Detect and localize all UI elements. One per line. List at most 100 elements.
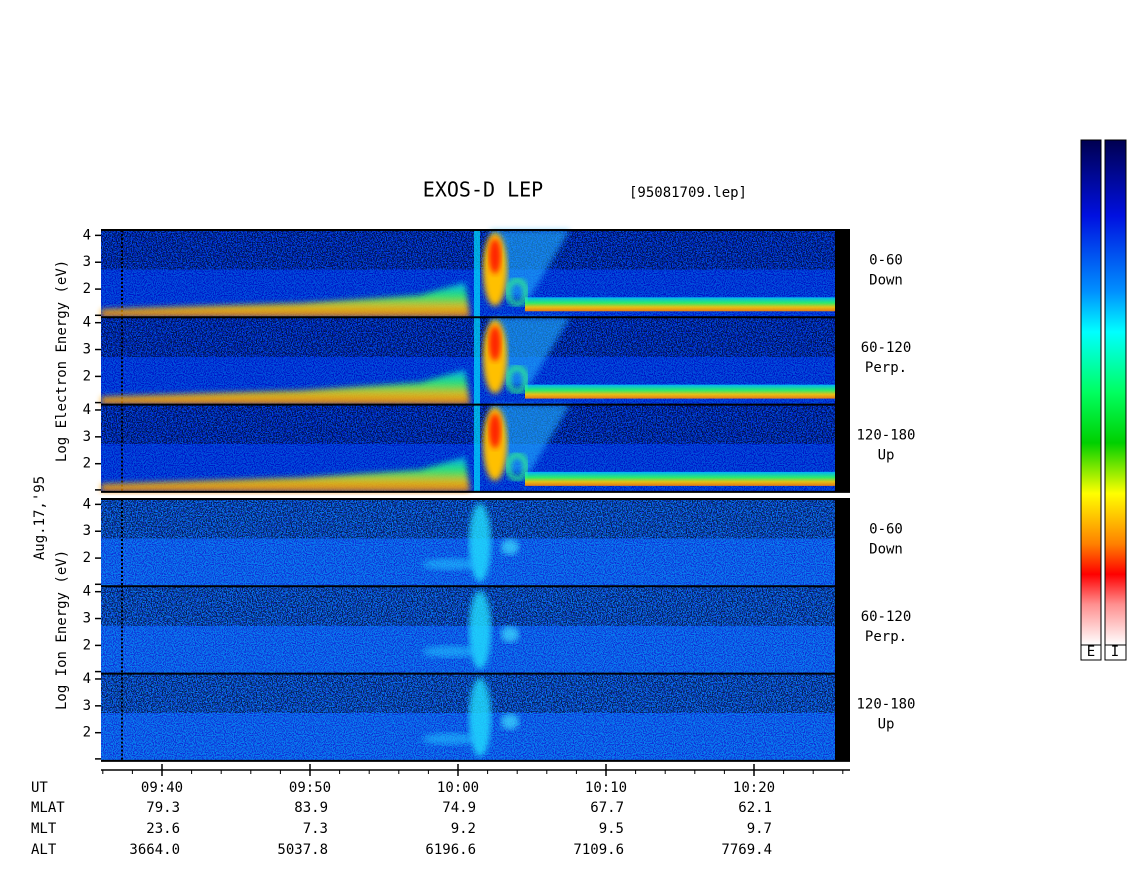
y-axis-label: Log Ion Energy (eV): [54, 550, 70, 710]
spectrogram-band: [525, 297, 835, 312]
y-tick-label: 3: [83, 254, 91, 270]
spectrogram-burst: [469, 590, 491, 670]
ephemeris-value: 7109.6: [573, 842, 624, 858]
spectrogram-dropouts: [101, 404, 835, 444]
spectrogram-stripe: [474, 230, 480, 318]
spectrogram-stripe: [474, 404, 480, 492]
panel-direction-label: Up: [878, 716, 895, 732]
spectrogram-burst: [469, 677, 491, 757]
y-tick-label: 2: [83, 637, 91, 653]
spectrogram-dropouts: [101, 673, 835, 713]
spectrogram-low-energy: [101, 456, 470, 492]
spectrogram-burst-ring: [506, 365, 528, 394]
colorbar-electron: [1080, 139, 1102, 646]
y-tick-label: 2: [83, 550, 91, 566]
spectrogram-band: [525, 471, 835, 486]
panel-direction-label: Perp.: [865, 629, 907, 645]
row-label: MLT: [31, 821, 57, 837]
ephemeris-value: 9.2: [451, 821, 476, 837]
row-label: UT: [31, 780, 48, 796]
ephemeris-value: 67.7: [590, 800, 624, 816]
y-tick-label: 2: [83, 281, 91, 297]
file-name: [95081709.lep]: [629, 185, 747, 201]
data-gap: [835, 673, 850, 761]
y-tick-label: 2: [83, 725, 91, 741]
spectrogram-dropouts: [101, 230, 835, 270]
ephemeris-value: 23.6: [146, 821, 180, 837]
spectrogram-burst-core: [489, 326, 501, 361]
spectrogram-burst-arm: [501, 539, 519, 556]
spectrogram-burst-arm: [501, 713, 519, 730]
y-tick-label: 4: [83, 496, 91, 512]
ephemeris-value: 79.3: [146, 800, 180, 816]
data-gap: [835, 499, 850, 587]
panel-direction-label: Up: [878, 447, 895, 463]
x-tick-label: 10:20: [733, 780, 775, 796]
x-tick-label: 10:00: [437, 780, 479, 796]
spectrogram-dispersion: [490, 404, 570, 472]
spectrogram-burst: [469, 503, 491, 582]
ephemeris-value: 74.9: [442, 800, 476, 816]
y-tick-label: 4: [83, 671, 91, 687]
y-tick-label: 4: [83, 584, 91, 600]
spectrogram-burst-core: [489, 413, 501, 449]
spectrogram-burst-arm: [422, 645, 478, 658]
colorbar: E I: [1080, 139, 1127, 661]
ephemeris-value: 7.3: [303, 821, 328, 837]
ephemeris-value: 3664.0: [129, 842, 180, 858]
y-tick-label: 3: [83, 429, 91, 445]
panel-direction-label: Perp.: [865, 360, 907, 376]
data-gap: [835, 586, 850, 674]
spectrogram-dispersion: [490, 230, 570, 298]
spectrogram-low-energy: [101, 369, 470, 405]
x-tick-label: 09:40: [141, 780, 183, 796]
y-tick-label: 3: [83, 342, 91, 358]
x-tick-label: 10:10: [585, 780, 627, 796]
row-label: ALT: [31, 842, 57, 858]
ephemeris-value: 83.9: [294, 800, 328, 816]
ephemeris-value: 7769.4: [721, 842, 772, 858]
spectrogram-dropouts: [101, 586, 835, 626]
panel-angle-label: 0-60: [869, 522, 903, 538]
spectrogram-burst-arm: [422, 558, 478, 571]
colorbar-box: [1104, 644, 1127, 661]
panel-angle-label: 120-180: [856, 427, 915, 443]
ephemeris-value: 6196.6: [425, 842, 476, 858]
y-tick-label: 4: [83, 315, 91, 331]
ephemeris-value: 5037.8: [277, 842, 328, 858]
y-tick-label: 3: [83, 698, 91, 714]
spectrogram-area: Log Electron Energy (eV) 2 3 4 0-60 Down 2 3 4 60…: [54, 227, 916, 762]
chart-title: EXOS-D LEP: [423, 178, 543, 202]
panel-angle-label: 60-120: [861, 340, 912, 356]
colorbar-ion: [1104, 139, 1127, 646]
ephemeris-value: 62.1: [738, 800, 772, 816]
spectrogram-burst-arm: [501, 626, 519, 643]
panel-direction-label: Down: [869, 542, 903, 558]
y-tick-label: 2: [83, 368, 91, 384]
panel-direction-label: Down: [869, 273, 903, 289]
ephemeris-value: 9.5: [599, 821, 624, 837]
spectrogram-dropouts: [101, 499, 835, 539]
y-tick-label: 4: [83, 402, 91, 418]
data-gap: [835, 404, 850, 492]
data-gap: [835, 230, 850, 318]
y-tick-label: 4: [83, 227, 91, 243]
spectrogram-stripe: [474, 317, 480, 405]
spectrogram-band: [525, 384, 835, 399]
panel-angle-label: 60-120: [861, 609, 912, 625]
y-tick-label: 2: [83, 456, 91, 472]
panel-angle-label: 120-180: [856, 696, 915, 712]
y-axis-label: Log Electron Energy (eV): [54, 260, 70, 462]
y-tick-label: 3: [83, 523, 91, 539]
y-tick-label: 3: [83, 611, 91, 627]
ephemeris-value: 9.7: [747, 821, 772, 837]
time-axis: UT MLAT MLT ALT 09:40 79.3 23.6 3664.0 09:50 83.9…: [31, 764, 850, 858]
spectrogram-burst-ring: [506, 452, 528, 481]
spectrogram-burst-core: [489, 238, 501, 274]
spectrogram-burst-ring: [506, 278, 528, 307]
data-gap: [835, 317, 850, 405]
spectrogram-dispersion: [490, 317, 570, 385]
date-label: Aug.17,'95: [32, 476, 48, 560]
colorbar-label: E: [1087, 644, 1095, 660]
